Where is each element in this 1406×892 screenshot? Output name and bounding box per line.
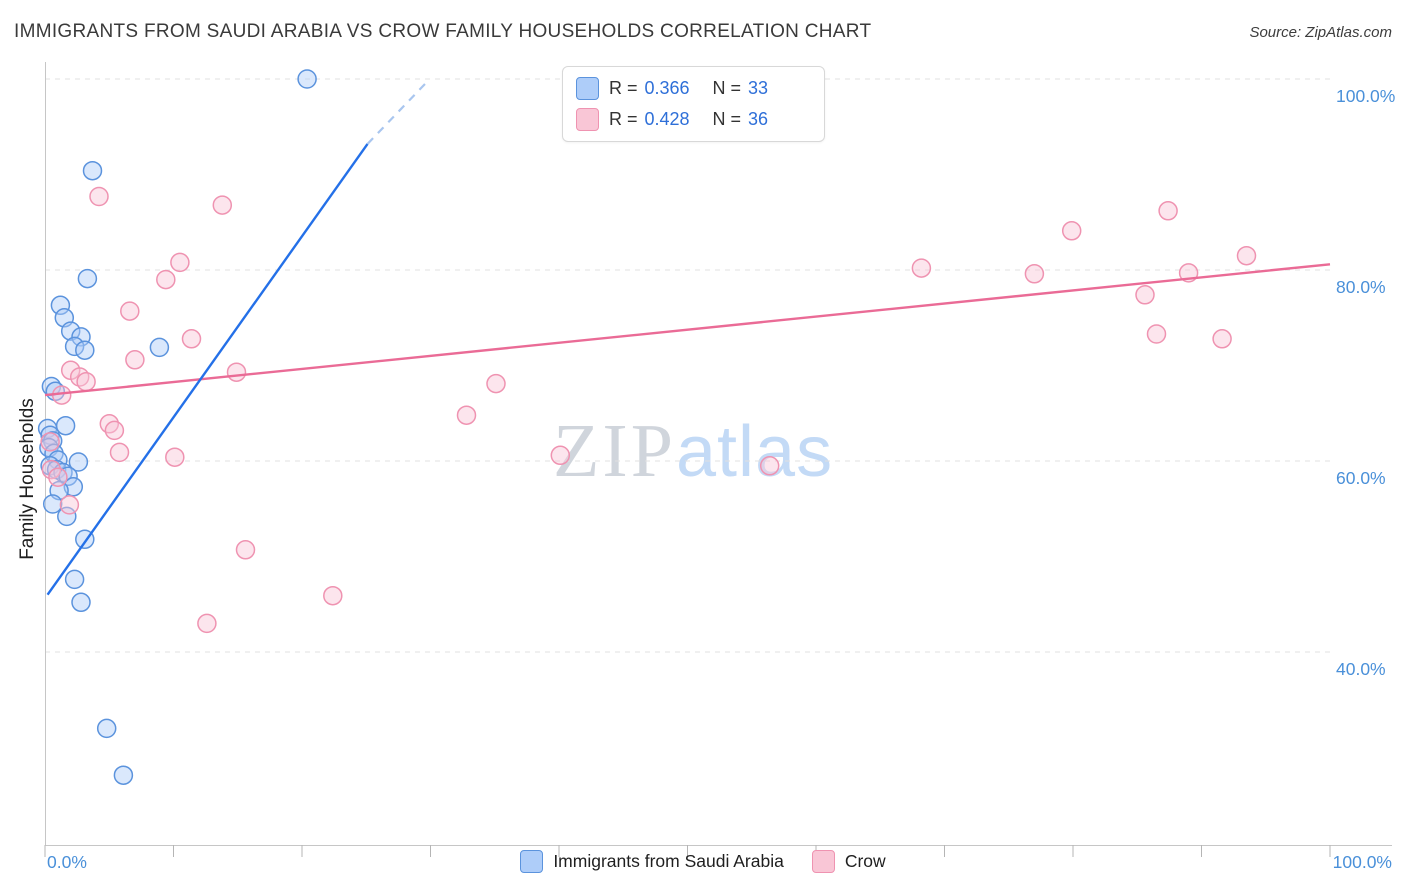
saudi-series-swatch [576, 77, 599, 100]
y-axis-title: Family Households [17, 398, 38, 560]
n-label: N = [712, 109, 742, 129]
data-point [170, 252, 190, 273]
crow-series-swatch [811, 850, 835, 873]
data-point [76, 371, 96, 392]
zipatlas-watermark: ZIPatlas [553, 408, 833, 495]
data-point [125, 350, 145, 370]
data-point [40, 432, 60, 452]
data-point [911, 258, 932, 278]
n-value-crow: 36 [748, 109, 769, 129]
legend-item-crow: Crow [811, 850, 886, 873]
series-legend: Immigrants from Saudi Arabia Crow [0, 850, 1406, 873]
y-axis-tick-label: 80.0% [1336, 277, 1386, 297]
data-point [297, 69, 317, 89]
n-value-saudi: 33 [748, 78, 769, 98]
data-point [1146, 324, 1167, 344]
data-point [77, 268, 98, 289]
data-point [48, 467, 68, 487]
crow-series-label: Crow [844, 851, 886, 871]
data-point [42, 494, 63, 514]
data-point [212, 195, 233, 215]
legend-row-crow: R = 0.428 N = 36 [576, 108, 806, 131]
r-value-crow: 0.428 [644, 109, 690, 129]
data-point [1158, 201, 1178, 221]
data-point [181, 329, 202, 349]
data-point [323, 585, 343, 606]
data-point [113, 765, 134, 785]
data-point [759, 456, 780, 476]
data-point [1212, 329, 1232, 349]
data-point [235, 540, 256, 560]
source-attribution: Source: ZipAtlas.com [1249, 24, 1392, 41]
legend-item-saudi: Immigrants from Saudi Arabia [520, 850, 784, 873]
n-label: N = [712, 78, 742, 98]
data-point [58, 466, 78, 487]
data-point [1061, 221, 1082, 241]
data-point [156, 269, 176, 290]
crow-series-swatch [576, 108, 599, 131]
data-point [41, 459, 62, 480]
r-value-saudi: 0.366 [644, 78, 690, 98]
data-point [109, 442, 130, 463]
trend-line [46, 143, 369, 596]
y-axis-tick-label: 100.0% [1336, 86, 1396, 106]
correlation-legend-box: R = 0.366 N = 33 R = 0.428 N = 36 [562, 66, 826, 142]
data-point [57, 506, 77, 527]
data-point [59, 495, 80, 515]
r-label: R = [609, 109, 638, 129]
data-point [71, 592, 91, 613]
saudi-series-swatch [520, 850, 544, 873]
data-point [50, 295, 71, 316]
y-axis-tick-label: 40.0% [1336, 659, 1386, 679]
data-point [456, 405, 477, 425]
data-point [96, 718, 117, 739]
y-axis-tick-label: 60.0% [1336, 468, 1386, 488]
data-point [89, 186, 109, 207]
r-label: R = [609, 78, 638, 98]
x-axis-max-label: 100.0% [1332, 852, 1392, 872]
data-point [550, 445, 571, 466]
data-point [1135, 285, 1155, 305]
data-point [486, 373, 506, 394]
data-point [197, 613, 217, 634]
data-point [149, 337, 170, 358]
legend-row-saudi: R = 0.366 N = 33 [576, 77, 806, 100]
data-point [64, 569, 85, 590]
data-point [1024, 264, 1045, 284]
data-point [68, 452, 89, 472]
data-point [82, 160, 103, 181]
saudi-series-label: Immigrants from Saudi Arabia [553, 851, 784, 871]
trend-line-extension [366, 80, 429, 145]
trend-line [44, 263, 1331, 397]
data-point [226, 362, 247, 382]
data-point [75, 340, 95, 360]
watermark-zip-text: ZIP [553, 409, 676, 493]
data-point [120, 301, 140, 321]
data-point [104, 420, 125, 441]
data-point [165, 447, 185, 467]
data-point [64, 336, 85, 357]
data-point [60, 321, 81, 341]
data-point [1236, 245, 1257, 266]
watermark-atlas-text: atlas [676, 412, 834, 492]
page-title: IMMIGRANTS FROM SAUDI ARABIA VS CROW FAM… [14, 21, 872, 42]
x-axis-min-label: 0.0% [47, 852, 87, 872]
